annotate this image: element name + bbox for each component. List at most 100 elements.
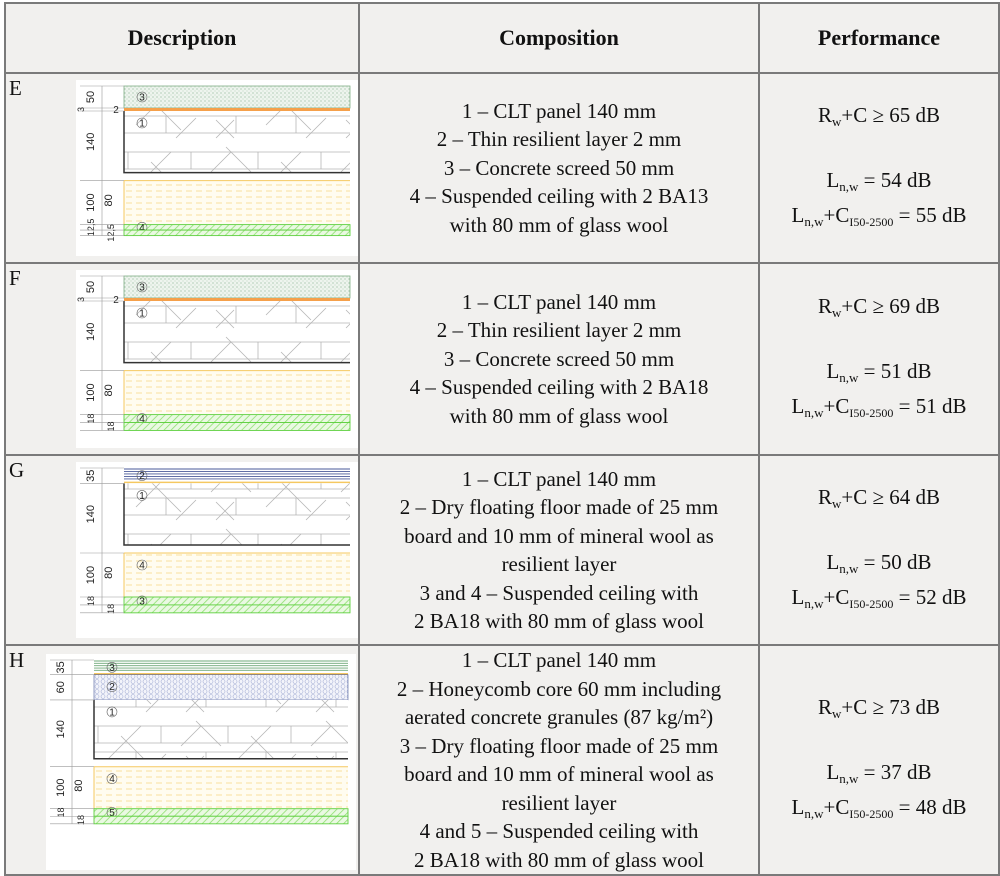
dimension-label: 18 [86, 596, 96, 606]
layer-number-circle [106, 681, 118, 693]
layer-number: 3 [109, 663, 115, 674]
dimension-label: 18 [86, 414, 96, 424]
layer-number: 5 [109, 808, 115, 819]
dimension-label-inner: 80 [103, 194, 115, 206]
layer-dryblue: 35 2 [80, 467, 350, 484]
dimension-label: 12,5 [86, 219, 96, 237]
dimension-label: 60 [55, 681, 67, 693]
airborne-rating: Rw+C ≥ 64 dB [817, 484, 941, 511]
layer-cavity: 100 80 [80, 370, 350, 415]
layer-clt: 140 1 [80, 483, 350, 546]
composition-line: 2 – Thin resilient layer 2 mm [436, 127, 682, 152]
layer-drygreen: 35 3 [50, 659, 348, 675]
dimension-label: 50 [85, 91, 97, 103]
layer-number-circle [136, 490, 148, 501]
impact-rating-with-correction: Ln,w+CI50-2500 = 51 dB [791, 393, 967, 420]
performance-cell: Rw+C ≥ 65 dB Ln,w = 54 dB Ln,w+CI50-2500… [758, 72, 1000, 264]
dimension-label: 12,5 [106, 224, 116, 242]
layer-cavity: 100 80 [80, 180, 350, 225]
impact-rating-with-correction: Ln,w+CI50-2500 = 48 dB [791, 794, 967, 821]
composition-line: 4 – Suspended ceiling with 2 BA13 [409, 184, 709, 209]
dimension-label: 140 [55, 720, 67, 738]
dimension-label: 18 [76, 815, 86, 825]
header-description: Description [4, 2, 360, 74]
layer-number-circle [106, 773, 118, 784]
layer-screed: 50 3 [80, 275, 351, 299]
floor-section-diagram: 35 2 140 1 100 80 4 18 3 18 [76, 462, 358, 638]
layer-number: 4 [139, 223, 145, 234]
dimension-label: 100 [85, 566, 97, 584]
floor-section-diagram: 50 3 3 2 140 1 100 80 12,5 4 12,5 [76, 80, 358, 256]
table-row: F 50 3 3 2 140 1 100 80 18 4 18 1 – CLT panel 140 … [4, 262, 1000, 456]
dimension-label: 18 [106, 421, 116, 431]
composition-cell: 1 – CLT panel 140 mm 2 – Thin resilient l… [358, 72, 760, 264]
dimension-label: 35 [55, 661, 67, 673]
composition-cell: 1 – CLT panel 140 mm 2 – Honeycomb core 6… [358, 644, 760, 876]
composition-line: 3 – Dry floating floor made of 25 mm [399, 733, 719, 758]
dimension-label: 140 [85, 505, 97, 523]
description-cell: G 35 2 140 1 100 80 4 18 3 18 [4, 454, 360, 646]
assembly-id: G [9, 458, 25, 482]
dimension-label: 140 [85, 323, 97, 341]
layer-number-circle [106, 706, 118, 718]
layer-number: 2 [113, 295, 119, 306]
header-performance: Performance [758, 2, 1000, 74]
layer-number-circle [136, 307, 148, 319]
composition-line: 1 – CLT panel 140 mm [461, 648, 657, 672]
composition-line: 3 – Concrete screed 50 mm [443, 346, 675, 371]
dimension-label: 35 [85, 470, 97, 482]
composition-line: 2 – Thin resilient layer 2 mm [436, 318, 682, 343]
assembly-id: F [9, 266, 21, 290]
layer-honeycomb: 60 2 [50, 674, 349, 701]
layer-number: 2 [113, 105, 119, 116]
layer-board: 18 [80, 421, 351, 431]
composition-line: 2 BA18 with 80 mm of glass wool [414, 609, 704, 633]
airborne-rating: Rw+C ≥ 65 dB [817, 102, 941, 129]
layer-number: 3 [139, 596, 145, 607]
composition-line: resilient layer [501, 790, 617, 815]
composition-line: 3 and 4 – Suspended ceiling with [419, 580, 699, 605]
layer-number-circle [136, 91, 148, 103]
layer-clt: 140 1 [80, 110, 350, 174]
composition-line: 3 – Concrete screed 50 mm [443, 155, 675, 180]
layer-number: 4 [109, 774, 115, 785]
composition-cell: 1 – CLT panel 140 mm 2 – Dry floating flo… [358, 454, 760, 646]
airborne-rating: Rw+C ≥ 69 dB [817, 293, 941, 320]
composition-line: 1 – CLT panel 140 mm [461, 289, 657, 314]
description-cell: E 50 3 3 2 140 1 100 80 12,5 4 12,5 [4, 72, 360, 264]
floor-assemblies-table: Description Composition Performance E 50… [4, 2, 1000, 876]
composition-line: aerated concrete granules (87 kg/m²) [404, 705, 714, 729]
dimension-label: 100 [85, 383, 97, 401]
performance-cell: Rw+C ≥ 64 dB Ln,w = 50 dB Ln,w+CI50-2500… [758, 454, 1000, 646]
dimension-label-inner: 80 [103, 384, 115, 396]
composition-cell: 1 – CLT panel 140 mm 2 – Thin resilient l… [358, 262, 760, 456]
layer-number: 3 [139, 93, 145, 104]
layer-number: 1 [139, 491, 145, 502]
layer-cavity: 100 80 4 [50, 766, 348, 809]
layer-number: 1 [139, 119, 145, 130]
layer-number: 3 [139, 283, 145, 294]
assembly-id: E [9, 76, 22, 100]
assembly-id: H [9, 648, 25, 672]
dimension-label-inner: 80 [73, 779, 85, 791]
layer-number: 2 [139, 471, 145, 482]
composition-line: board and 10 mm of mineral wool as [404, 523, 714, 548]
layer-number: 1 [139, 309, 145, 320]
header-row: Description Composition Performance [4, 2, 1000, 74]
impact-rating-with-correction: Ln,w+CI50-2500 = 55 dB [791, 202, 967, 229]
layer-cavity: 100 80 4 [80, 552, 350, 597]
floor-section-diagram: 50 3 3 2 140 1 100 80 18 4 18 [76, 270, 358, 448]
dimension-label-inner: 80 [103, 567, 115, 579]
composition-line: board and 10 mm of mineral wool as [404, 762, 714, 786]
layer-number: 2 [109, 682, 115, 693]
layer-number-circle [136, 281, 148, 293]
composition-line: 1 – CLT panel 140 mm [461, 98, 657, 123]
dimension-label: 100 [85, 193, 97, 211]
description-cell: F 50 3 3 2 140 1 100 80 18 4 18 [4, 262, 360, 456]
dimension-label: 18 [56, 807, 66, 817]
floor-section-diagram: 35 3 60 2 140 1 100 80 4 18 5 18 [46, 654, 356, 870]
composition-line: with 80 mm of glass wool [449, 212, 669, 237]
impact-rating: Ln,w = 37 dB [826, 759, 932, 786]
impact-rating: Ln,w = 51 dB [826, 358, 932, 385]
layer-number: 4 [139, 414, 145, 425]
